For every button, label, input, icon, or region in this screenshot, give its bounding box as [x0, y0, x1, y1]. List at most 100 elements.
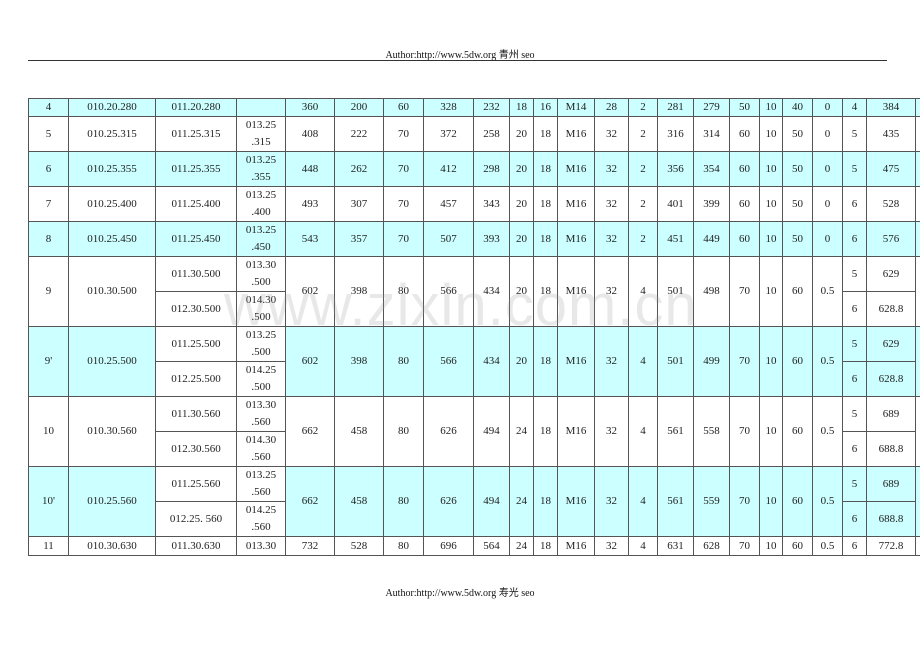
cell-n: 5	[842, 116, 867, 152]
cell-value: 24	[509, 536, 534, 556]
cell-code1: 010.25.400	[68, 186, 156, 222]
cell-v: 772.8	[866, 536, 916, 556]
cell-code2: 011.25.500	[155, 326, 237, 362]
cell-value: 20	[509, 116, 534, 152]
cell-value: 543	[285, 221, 335, 257]
cell-value: 60	[782, 256, 813, 327]
cell-value: 18	[533, 396, 558, 467]
cell-clipped	[915, 151, 920, 187]
cell-value: 258	[473, 116, 510, 152]
cell-code2: 012.25.500	[155, 361, 237, 397]
cell-code1: 010.25.560	[68, 466, 156, 537]
cell-value: 60	[729, 221, 760, 257]
cell-n: 5	[842, 396, 867, 432]
cell-code3: 013.30 .560	[236, 396, 286, 432]
cell-clipped	[915, 221, 920, 257]
cell-code1: 010.30.500	[68, 256, 156, 327]
cell-value: 451	[657, 221, 694, 257]
cell-code3: 014.30 .500	[236, 291, 286, 327]
cell-value: 2	[628, 151, 658, 187]
cell-value: 401	[657, 186, 694, 222]
cell-value: 32	[594, 256, 629, 327]
cell-value: 0.5	[812, 396, 843, 467]
cell-value: 18	[533, 326, 558, 397]
cell-clipped	[915, 326, 920, 397]
cell-value: 10	[759, 186, 783, 222]
cell-value: 732	[285, 536, 335, 556]
cell-value: 498	[693, 256, 730, 327]
table-row: 8 010.25.450 011.25.450 013.25 .450 543 357 70…	[28, 221, 920, 257]
cell-no: 6	[28, 151, 69, 187]
cell-value: M16	[557, 536, 595, 556]
cell-value: M16	[557, 186, 595, 222]
cell-value: 80	[383, 536, 424, 556]
cell-code1: 010.25.355	[68, 151, 156, 187]
cell-value: 631	[657, 536, 694, 556]
cell-value: 372	[423, 116, 474, 152]
page-footer: Author:http://www.5dw.org 寿光 seo	[385, 588, 535, 599]
cell-value: 60	[782, 326, 813, 397]
cell-v: 384	[866, 98, 916, 117]
cell-value: 60	[729, 151, 760, 187]
cell-value: 602	[285, 326, 335, 397]
cell-code1: 010.20.280	[68, 98, 156, 117]
table-row: 9 010.30.500 011.30.500 013.30 .500 602 398 80…	[28, 256, 920, 327]
cell-value: 18	[533, 116, 558, 152]
cell-value: 80	[383, 256, 424, 327]
cell-value: 32	[594, 186, 629, 222]
cell-value: 501	[657, 256, 694, 327]
cell-value: 493	[285, 186, 335, 222]
cell-value: 314	[693, 116, 730, 152]
cell-value: 18	[533, 466, 558, 537]
cell-no: 10'	[28, 466, 69, 537]
cell-value: 32	[594, 151, 629, 187]
cell-value: 60	[782, 396, 813, 467]
cell-value: 60	[729, 186, 760, 222]
cell-value: 626	[423, 396, 474, 467]
cell-value: 0	[812, 186, 843, 222]
cell-code1: 010.30.630	[68, 536, 156, 556]
cell-value: 4	[628, 396, 658, 467]
cell-value: 32	[594, 116, 629, 152]
cell-value: 448	[285, 151, 335, 187]
cell-value: 566	[423, 256, 474, 327]
cell-value: 561	[657, 396, 694, 467]
cell-value: 10	[759, 151, 783, 187]
cell-value: 70	[729, 396, 760, 467]
cell-value: 0	[812, 116, 843, 152]
cell-v: 688.8	[866, 501, 916, 537]
cell-value: 10	[759, 466, 783, 537]
cell-value: 32	[594, 536, 629, 556]
cell-v: 435	[866, 116, 916, 152]
cell-n: 4	[842, 98, 867, 117]
cell-value: 20	[509, 221, 534, 257]
table-row: 9' 010.25.500 011.25.500 013.25 .500 602 398 8…	[28, 326, 920, 397]
cell-v: 528	[866, 186, 916, 222]
cell-clipped	[915, 466, 920, 537]
cell-value: 16	[533, 98, 558, 117]
cell-clipped	[915, 256, 920, 327]
cell-value: 628	[693, 536, 730, 556]
cell-value: M16	[557, 116, 595, 152]
cell-clipped	[915, 186, 920, 222]
cell-code2: 011.25.355	[155, 151, 237, 187]
cell-code1: 010.25.315	[68, 116, 156, 152]
cell-value: 626	[423, 466, 474, 537]
cell-value: 343	[473, 186, 510, 222]
cell-v: 689	[866, 396, 916, 432]
cell-code3: 014.25 .560	[236, 501, 286, 537]
cell-code2: 011.30.630	[155, 536, 237, 556]
cell-value: 24	[509, 466, 534, 537]
cell-code1: 010.25.450	[68, 221, 156, 257]
cell-value: 564	[473, 536, 510, 556]
table-row: 10' 010.25.560 011.25.560 013.25 .560 662 458…	[28, 466, 920, 537]
cell-value: 501	[657, 326, 694, 397]
table-row: 4 010.20.280 011.20.280 360 200 60 328 232 18 16 M…	[28, 98, 920, 117]
cell-value: 494	[473, 396, 510, 467]
cell-value: 50	[782, 116, 813, 152]
cell-value: 10	[759, 221, 783, 257]
cell-value: 18	[533, 256, 558, 327]
cell-value: 458	[334, 466, 384, 537]
cell-no: 7	[28, 186, 69, 222]
cell-value: M16	[557, 221, 595, 257]
